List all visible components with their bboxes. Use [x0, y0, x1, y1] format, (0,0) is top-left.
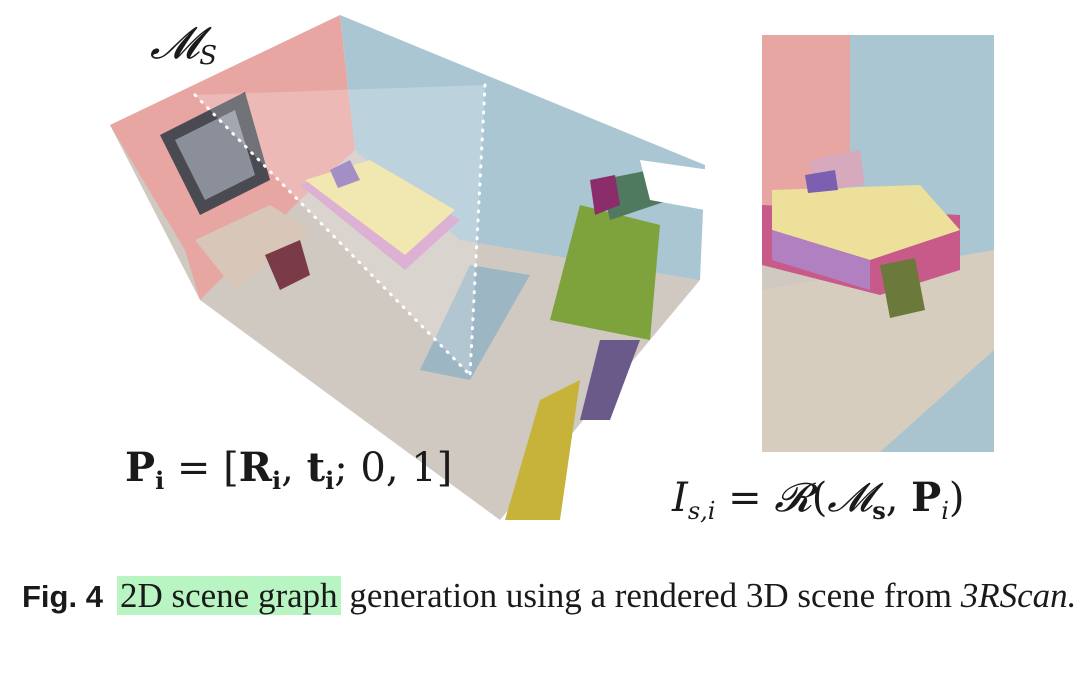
mesh-desk: [195, 205, 310, 290]
mesh-label: 𝓜S: [150, 22, 218, 71]
pose-t-sub: i: [325, 466, 335, 495]
frustum-edge-right: [468, 83, 487, 377]
pose-p-sub: i: [155, 466, 165, 495]
pose-tail: ; 0, 1]: [334, 445, 453, 491]
mesh-label-subscript: S: [199, 41, 218, 71]
caption-highlight: 2D scene graph: [116, 576, 341, 615]
rendered-image: [762, 35, 994, 452]
render-p: P: [911, 474, 942, 521]
mesh-label-symbol: 𝓜: [150, 18, 200, 69]
pose-eq: = [: [164, 445, 239, 491]
camera-frustum: [195, 85, 485, 375]
figure-caption: Fig. 4 2D scene graph generation using a …: [22, 574, 1082, 619]
figure-number: Fig. 4: [22, 579, 103, 614]
render-p-sub: i: [941, 497, 949, 525]
frustum-edge-left: [193, 93, 472, 377]
pose-t: t: [306, 444, 326, 491]
render-close: ): [948, 475, 965, 521]
render-eq: =: [715, 475, 775, 521]
render-mesh-sub: s: [872, 496, 886, 525]
caption-source: 3RScan.: [960, 576, 1077, 615]
render-i-sub: s,i: [687, 497, 716, 525]
pose-equation: Pi = [Ri, ti; 0, 1]: [125, 448, 452, 493]
mesh-yellow-object: [505, 380, 580, 520]
mesh-chair: [265, 240, 310, 290]
render-operator: 𝓡: [774, 475, 812, 521]
render-mesh: 𝓜: [827, 475, 873, 521]
pose-p: P: [125, 444, 156, 491]
render-bed-mattress: [772, 185, 960, 260]
render-comma: ,: [885, 475, 912, 521]
render-equation: Is,i = 𝓡(𝓜s, Pi): [672, 475, 965, 525]
caption-text: generation using a rendered 3D scene fro…: [340, 576, 961, 615]
mesh-wardrobe: [550, 205, 660, 340]
render-floor: [762, 250, 994, 452]
render-chair: [880, 258, 925, 318]
figure-illustration: [110, 15, 994, 520]
pose-r: R: [238, 444, 273, 491]
pose-comma: ,: [281, 445, 307, 491]
render-open: (: [811, 475, 828, 521]
scene-mesh: [110, 15, 710, 520]
render-i: I: [672, 475, 688, 521]
pose-r-sub: i: [272, 466, 282, 495]
